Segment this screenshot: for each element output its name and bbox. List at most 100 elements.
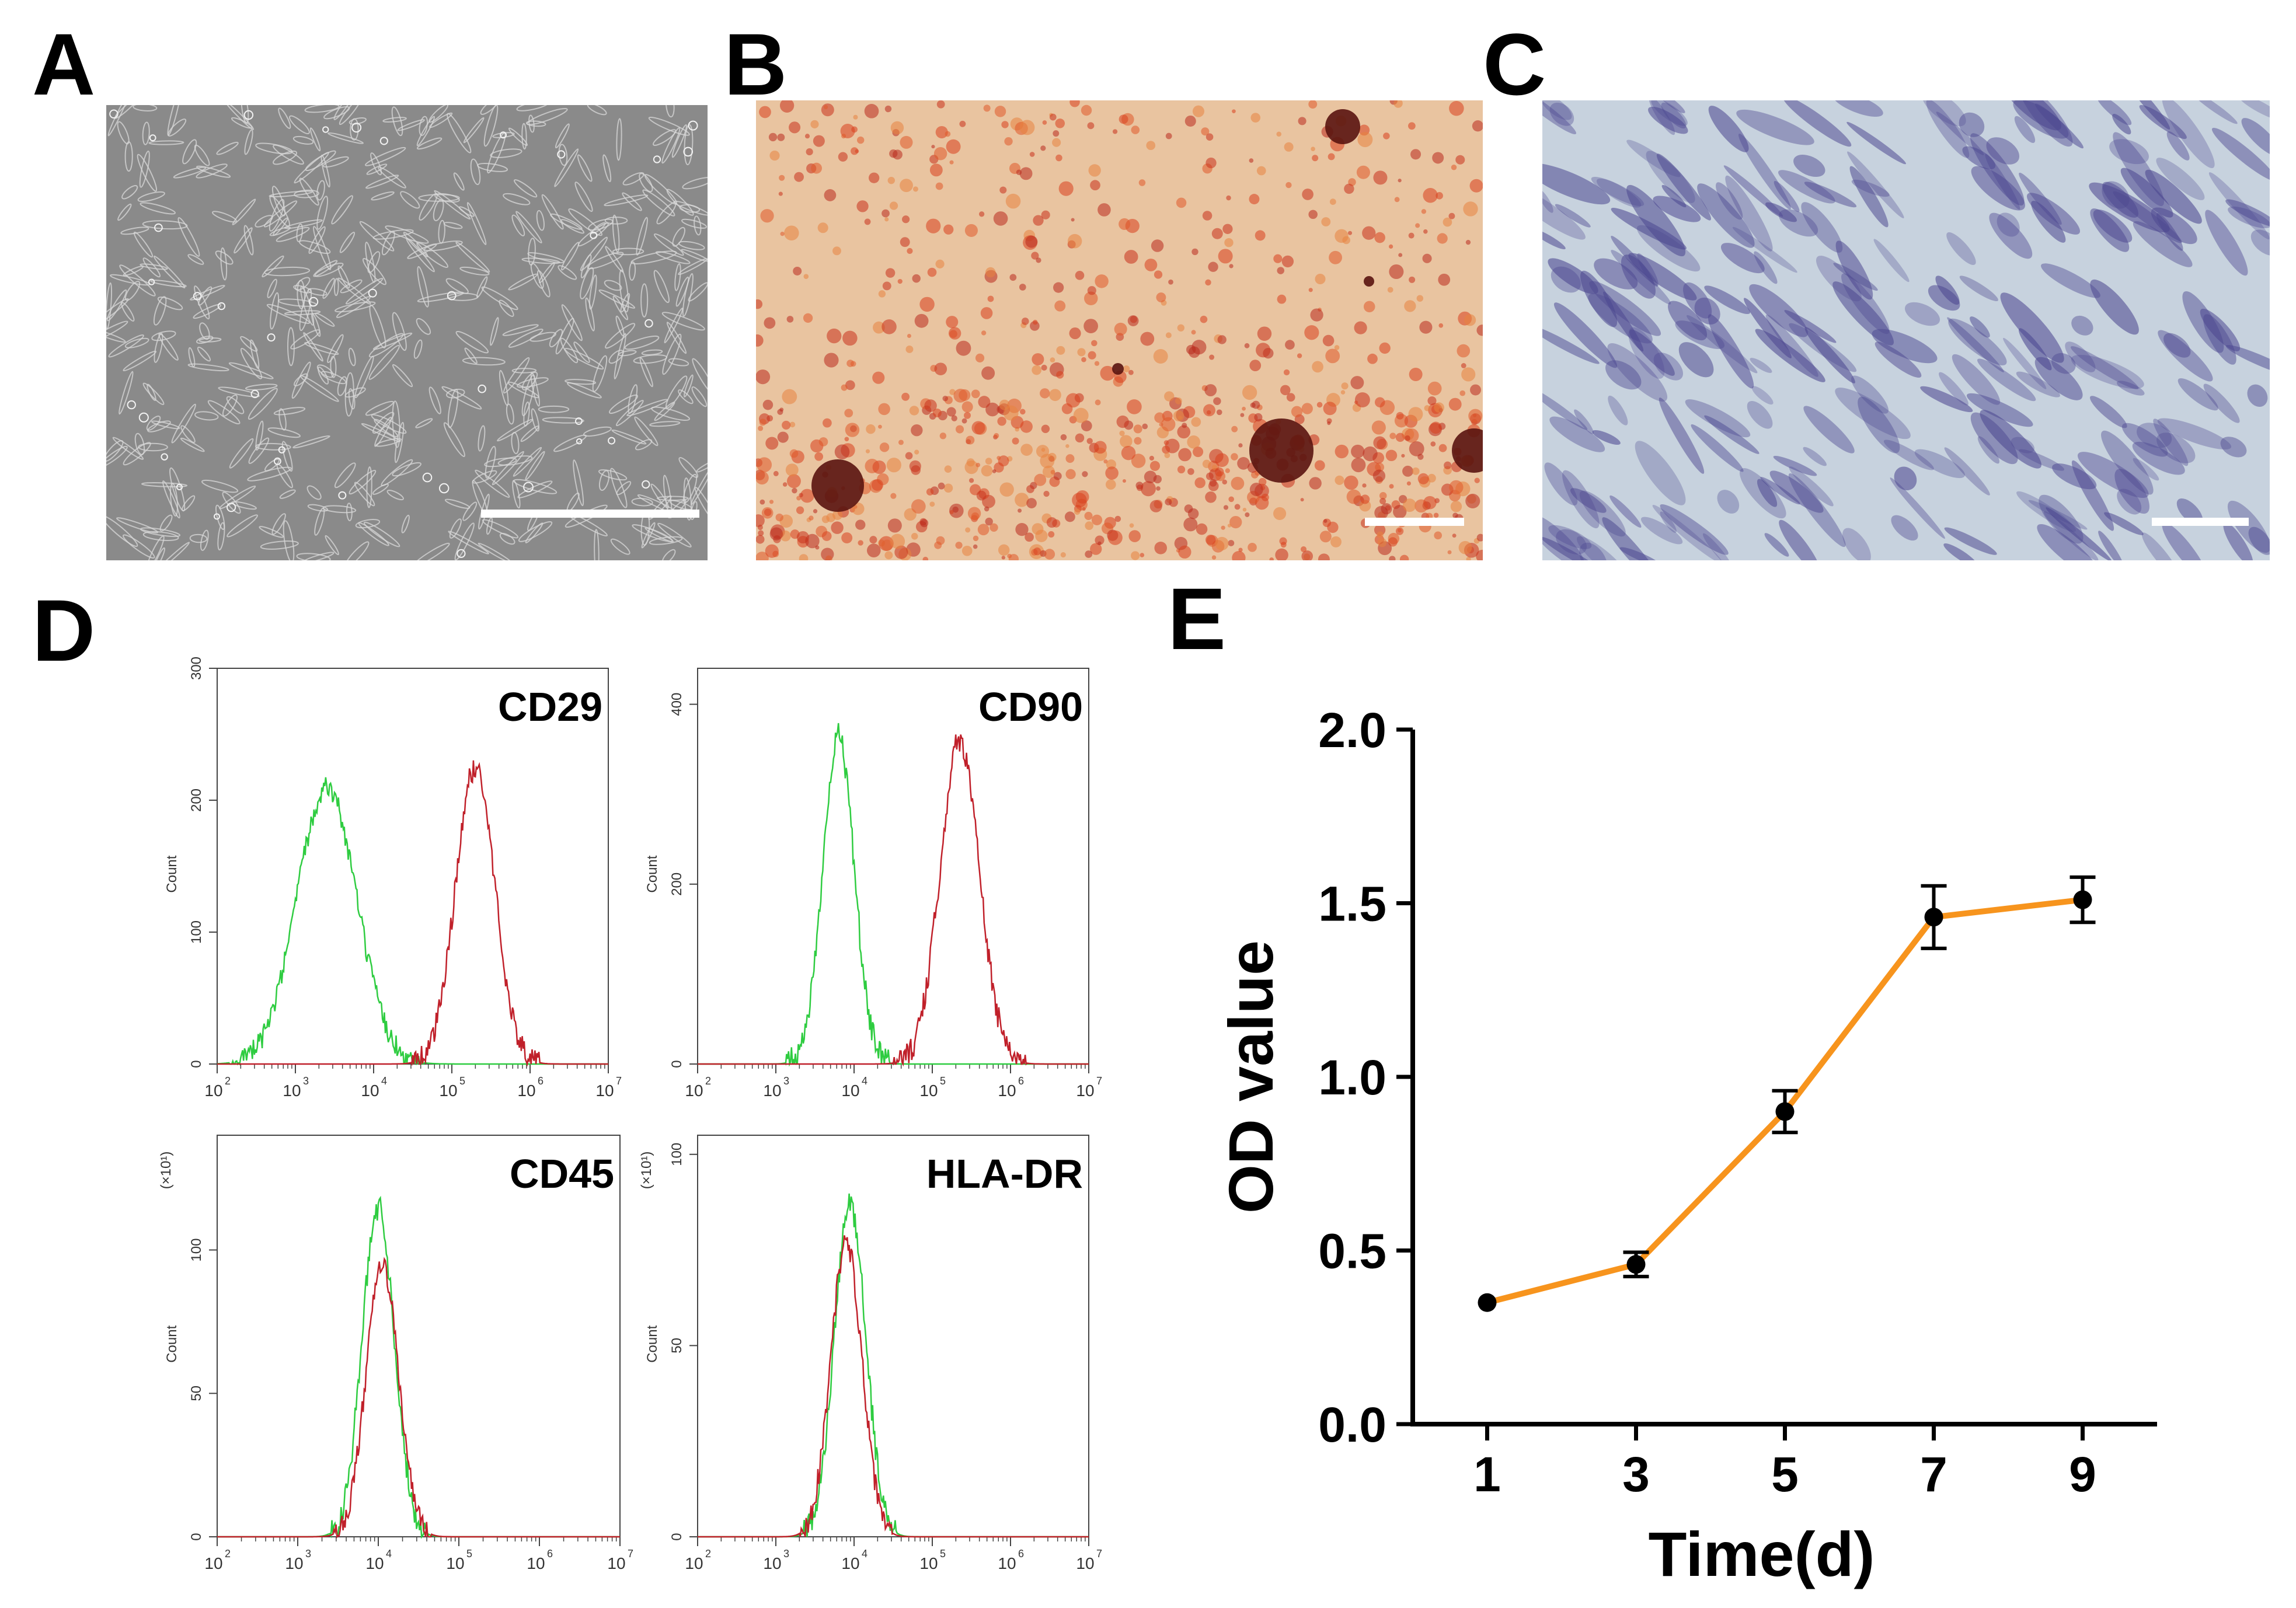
histogram-marker-label: HLA-DR xyxy=(926,1151,1083,1197)
isotype-control-curve xyxy=(698,1193,1089,1538)
x-tick-exponent: 4 xyxy=(862,1548,867,1560)
micrograph-b-deposits xyxy=(756,100,1483,560)
x-tick-label: 10 xyxy=(1076,1082,1094,1100)
marker-expression-curve xyxy=(698,734,1089,1067)
y-tick-label: 50 xyxy=(189,1386,204,1401)
y-axis-label: Count xyxy=(164,855,180,892)
y-tick-label: 200 xyxy=(189,789,204,812)
x-tick-exponent: 4 xyxy=(862,1075,867,1087)
y-axis-label: Count xyxy=(644,855,660,892)
x-tick-label: 10 xyxy=(685,1554,703,1572)
histogram-hla-dr: HLA-DR050100Count(×10¹)10210310410510610… xyxy=(639,1135,1102,1572)
x-tick-exponent: 3 xyxy=(783,1075,789,1087)
isotype-control-curve xyxy=(217,777,608,1066)
x-tick-exponent: 4 xyxy=(386,1548,392,1560)
panel-label-b: B xyxy=(724,15,788,113)
x-tick-exponent: 6 xyxy=(1018,1548,1024,1560)
y-tick-label: 300 xyxy=(189,657,204,680)
y-tick-label: 0.0 xyxy=(1318,1397,1386,1452)
micrograph-a-cells xyxy=(106,105,708,560)
x-tick-label: 10 xyxy=(361,1082,379,1100)
data-point xyxy=(2073,890,2092,909)
x-tick-label: 10 xyxy=(919,1554,938,1572)
data-point xyxy=(1924,908,1943,927)
x-tick-exponent: 3 xyxy=(783,1548,789,1560)
y-axis-label: Count xyxy=(644,1325,660,1362)
x-tick-exponent: 4 xyxy=(381,1075,387,1087)
flow-cytometry-histograms: CD290100200300Count102103104105106107CD9… xyxy=(158,657,1102,1572)
x-tick-label: 10 xyxy=(763,1554,781,1572)
x-tick-exponent: 6 xyxy=(538,1075,543,1087)
x-tick-exponent: 2 xyxy=(225,1075,231,1087)
y-tick-label: 50 xyxy=(669,1338,685,1354)
x-tick-exponent: 6 xyxy=(547,1548,553,1560)
y-multiplier-label: (×10¹) xyxy=(639,1152,654,1190)
micrograph-b-canvas xyxy=(756,100,1483,560)
x-tick-exponent: 2 xyxy=(225,1548,231,1560)
x-tick-exponent: 5 xyxy=(459,1075,465,1087)
x-tick-exponent: 5 xyxy=(940,1075,946,1087)
data-point xyxy=(1626,1255,1646,1274)
x-tick-label: 10 xyxy=(527,1554,545,1572)
y-axis-label: OD value xyxy=(1215,940,1286,1213)
marker-expression-curve xyxy=(217,1257,620,1539)
micrograph-c-canvas xyxy=(1542,100,2270,560)
x-tick-label: 10 xyxy=(595,1082,614,1100)
x-tick-label: 3 xyxy=(1622,1447,1650,1502)
micrograph-a-canvas xyxy=(106,105,708,560)
x-tick-exponent: 3 xyxy=(305,1548,311,1560)
panel-label-a: A xyxy=(32,15,96,113)
x-tick-label: 10 xyxy=(998,1554,1016,1572)
x-tick-label: 10 xyxy=(763,1082,781,1100)
y-tick-label: 0 xyxy=(189,1533,204,1540)
x-tick-exponent: 2 xyxy=(705,1548,711,1560)
x-tick-label: 5 xyxy=(1771,1447,1799,1502)
y-tick-label: 0 xyxy=(669,1060,685,1068)
marker-expression-curve xyxy=(217,760,608,1067)
scale-bar-a xyxy=(481,510,699,518)
marker-expression-curve xyxy=(698,1235,1089,1538)
panel-label-e: E xyxy=(1168,570,1227,668)
x-tick-label: 10 xyxy=(841,1082,859,1100)
x-tick-exponent: 7 xyxy=(1096,1548,1102,1560)
micrograph-c-stain xyxy=(1542,100,2270,560)
y-tick-label: 100 xyxy=(669,1143,685,1166)
x-tick-label: 10 xyxy=(841,1554,859,1572)
histogram-marker-label: CD29 xyxy=(498,684,602,730)
x-tick-label: 10 xyxy=(1076,1554,1094,1572)
x-tick-exponent: 7 xyxy=(1096,1075,1102,1087)
y-tick-label: 0 xyxy=(669,1533,685,1540)
micrograph-c-alcian-blue xyxy=(1542,100,2270,560)
histogram-marker-label: CD45 xyxy=(510,1151,614,1197)
x-tick-label: 10 xyxy=(607,1554,625,1572)
x-tick-label: 10 xyxy=(517,1082,535,1100)
x-tick-label: 10 xyxy=(919,1082,938,1100)
y-tick-label: 2.0 xyxy=(1318,703,1386,758)
x-tick-label: 10 xyxy=(439,1082,457,1100)
y-multiplier-label: (×10¹) xyxy=(158,1152,174,1190)
x-tick-label: 10 xyxy=(446,1554,464,1572)
y-axis-label: Count xyxy=(164,1325,180,1362)
x-tick-label: 10 xyxy=(998,1082,1016,1100)
data-point xyxy=(1478,1293,1497,1312)
y-tick-label: 0 xyxy=(189,1060,204,1068)
panel-label-c: C xyxy=(1483,15,1546,113)
y-tick-label: 400 xyxy=(669,693,685,716)
scale-bar-b xyxy=(1365,518,1464,526)
x-tick-label: 9 xyxy=(2069,1447,2096,1502)
y-tick-label: 1.5 xyxy=(1318,877,1386,932)
x-tick-exponent: 7 xyxy=(616,1075,622,1087)
x-tick-label: 10 xyxy=(285,1554,303,1572)
y-tick-label: 100 xyxy=(189,920,204,944)
x-tick-exponent: 5 xyxy=(466,1548,472,1560)
x-tick-exponent: 7 xyxy=(628,1548,633,1560)
histogram-marker-label: CD90 xyxy=(978,684,1083,730)
x-axis-label: Time(d) xyxy=(1648,1519,1875,1589)
x-tick-label: 10 xyxy=(685,1082,703,1100)
micrograph-b-alizarin-red xyxy=(756,100,1483,560)
panel-label-d: D xyxy=(32,581,96,679)
